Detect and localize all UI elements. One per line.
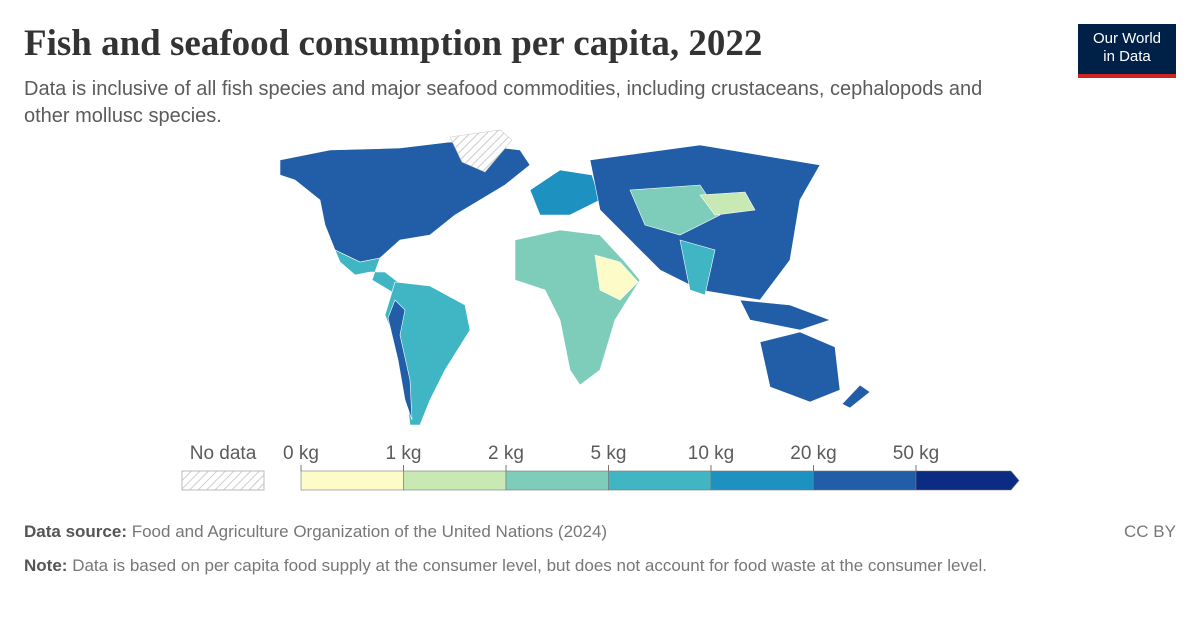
legend-label: 0 kg bbox=[283, 443, 319, 464]
note-label: Note: bbox=[24, 556, 68, 575]
source-text: Food and Agriculture Organization of the… bbox=[131, 522, 608, 541]
legend-label: 10 kg bbox=[688, 443, 734, 464]
mongolia bbox=[699, 191, 756, 216]
legend-swatch bbox=[710, 470, 814, 491]
central-america bbox=[334, 249, 399, 293]
source-label: Data source: bbox=[24, 522, 127, 541]
legend-swatch bbox=[505, 470, 609, 491]
logo-text: in Data bbox=[1103, 48, 1151, 65]
legend-swatch bbox=[403, 470, 507, 491]
greenland bbox=[449, 129, 513, 173]
central-asia bbox=[629, 184, 721, 236]
legend-swatch bbox=[813, 470, 917, 491]
north-america bbox=[279, 141, 531, 263]
license[interactable]: CC BY bbox=[1124, 522, 1176, 541]
source: Data source: Food and Agriculture Organi… bbox=[24, 520, 1154, 544]
logo-text: Our World bbox=[1092, 30, 1162, 47]
indonesia bbox=[739, 299, 831, 331]
europe bbox=[529, 169, 601, 216]
subtitle: Data is inclusive of all fish species an… bbox=[24, 78, 983, 127]
legend-label: 2 kg bbox=[488, 443, 524, 464]
new-zealand bbox=[841, 384, 871, 409]
logo[interactable]: Our World in Data bbox=[1078, 24, 1176, 78]
legend-label: No data bbox=[190, 443, 257, 464]
africa bbox=[514, 229, 641, 386]
legend-label: 5 kg bbox=[591, 443, 627, 464]
legend-label: 50 kg bbox=[893, 443, 939, 464]
note-text: Data is based on per capita food supply … bbox=[72, 556, 987, 575]
australia bbox=[759, 331, 841, 403]
legend-swatch bbox=[300, 470, 404, 491]
map: No data 0 kg 1 kg 2 kg 5 kg 10 kg 20 kg 50 kg bbox=[181, 129, 1020, 491]
title: Fish and seafood consumption per capita,… bbox=[24, 23, 763, 64]
note: Note: Data is based on per capita food s… bbox=[24, 554, 1154, 578]
legend-label: 20 kg bbox=[790, 443, 836, 464]
legend-swatch bbox=[608, 470, 712, 491]
africa-east bbox=[594, 254, 639, 301]
south-america-west bbox=[387, 299, 413, 421]
legend-label: 1 kg bbox=[386, 443, 422, 464]
legend-swatch bbox=[915, 470, 1020, 491]
legend-swatch bbox=[181, 470, 265, 491]
south-asia bbox=[679, 239, 716, 296]
